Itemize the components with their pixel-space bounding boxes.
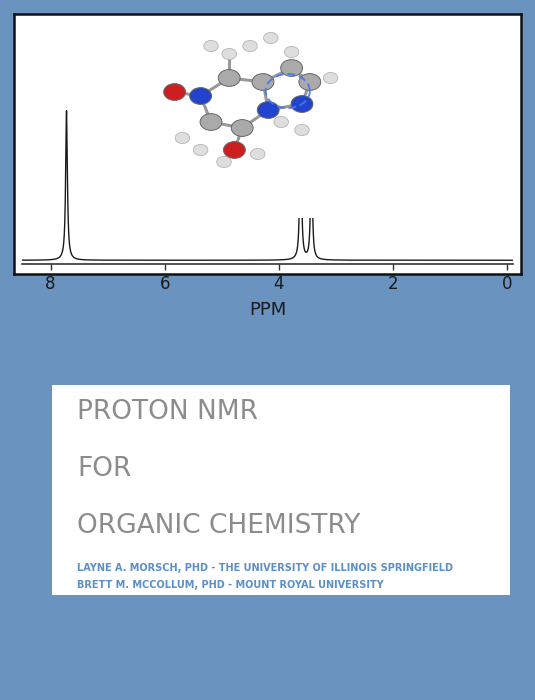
Circle shape [222,48,236,60]
Circle shape [264,32,278,43]
Circle shape [257,102,279,118]
Circle shape [252,74,274,90]
Circle shape [193,144,208,155]
Text: BRETT M. MCCOLLUM, PHD - MOUNT ROYAL UNIVERSITY: BRETT M. MCCOLLUM, PHD - MOUNT ROYAL UNI… [77,580,384,589]
Text: ORGANIC CHEMISTRY: ORGANIC CHEMISTRY [77,512,361,539]
Circle shape [243,41,257,52]
Circle shape [224,141,246,158]
Text: LAYNE A. MORSCH, PHD - THE UNIVERSITY OF ILLINOIS SPRINGFIELD: LAYNE A. MORSCH, PHD - THE UNIVERSITY OF… [77,563,453,573]
Text: FOR: FOR [77,456,132,482]
Circle shape [164,83,186,100]
Circle shape [284,46,299,57]
X-axis label: PPM: PPM [249,302,286,319]
Circle shape [281,60,302,76]
Circle shape [250,148,265,160]
Circle shape [299,74,320,90]
Text: PROTON NMR: PROTON NMR [77,399,258,426]
Circle shape [274,116,288,127]
Circle shape [323,72,338,83]
Circle shape [291,96,313,113]
Circle shape [218,69,240,86]
Circle shape [217,156,231,167]
Circle shape [200,113,222,130]
Circle shape [175,132,190,144]
Circle shape [295,125,309,136]
Circle shape [190,88,211,104]
Circle shape [231,120,253,136]
Circle shape [204,41,218,52]
